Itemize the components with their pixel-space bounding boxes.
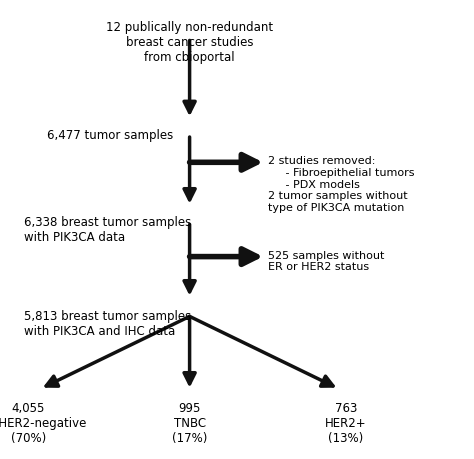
Text: 763
HER2+
(13%): 763 HER2+ (13%) (325, 402, 367, 444)
Text: 995
TNBC
(17%): 995 TNBC (17%) (172, 402, 207, 444)
Text: 6,338 breast tumor samples
with PIK3CA data: 6,338 breast tumor samples with PIK3CA d… (24, 216, 191, 244)
Text: 5,813 breast tumor samples
with PIK3CA and IHC data: 5,813 breast tumor samples with PIK3CA a… (24, 310, 191, 338)
Text: 4,055
ER+/HER2-negative
(70%): 4,055 ER+/HER2-negative (70%) (0, 402, 87, 444)
Text: 6,477 tumor samples: 6,477 tumor samples (47, 129, 173, 141)
Text: 12 publically non-redundant
breast cancer studies
from cbioportal: 12 publically non-redundant breast cance… (106, 21, 273, 63)
Text: 2 studies removed:
     - Fibroepithelial tumors
     - PDX models
2 tumor sampl: 2 studies removed: - Fibroepithelial tum… (268, 156, 414, 213)
Text: 525 samples without
ER or HER2 status: 525 samples without ER or HER2 status (268, 250, 384, 272)
